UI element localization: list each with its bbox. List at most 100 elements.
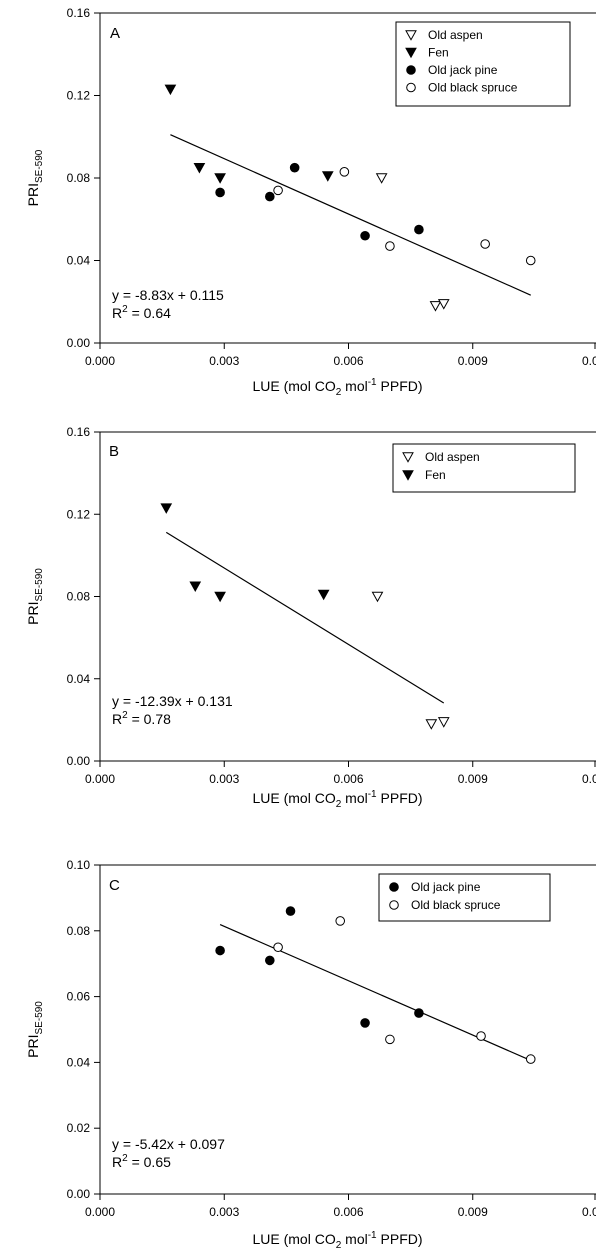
data-point <box>214 591 226 603</box>
x-tick-label: 0.009 <box>458 1205 488 1219</box>
data-point <box>164 84 177 96</box>
y-tick-label: 0.08 <box>67 590 91 604</box>
x-tick-label: 0.006 <box>333 772 363 786</box>
x-tick-label: 0.009 <box>458 354 488 368</box>
data-point <box>414 224 424 235</box>
data-point <box>375 173 388 184</box>
x-tick-label: 0.006 <box>333 1205 363 1219</box>
series-fen <box>164 84 334 184</box>
legend-marker <box>402 452 414 463</box>
data-point <box>317 589 330 601</box>
regression-line <box>170 134 531 296</box>
y-tick-label: 0.16 <box>67 6 91 20</box>
x-tick-label: 0.000 <box>85 772 115 786</box>
data-point <box>215 945 225 956</box>
data-point <box>265 191 275 202</box>
regression-line <box>219 923 531 1061</box>
data-point <box>189 581 202 592</box>
legend-marker <box>402 470 414 481</box>
chart-panel-b: 0.00 0.04 0.08 0.12 0.16 0.000 0.003 0.006 0.009… <box>25 425 596 810</box>
r-squared: R2 = 0.64 <box>112 304 171 321</box>
panel-letter: B <box>109 443 119 460</box>
legend: Old aspen Fen <box>392 443 576 493</box>
data-point <box>335 916 346 926</box>
x-axis-title: LUE (mol CO2 mol-1 PPFD) <box>252 377 422 398</box>
legend-marker <box>389 900 399 910</box>
x-axis-title: LUE (mol CO2 mol-1 PPFD) <box>252 1230 422 1251</box>
y-tick-label: 0.08 <box>67 171 91 185</box>
data-point <box>214 173 226 184</box>
y-tick-label: 0.00 <box>67 1187 91 1201</box>
legend-label: Old jack pine <box>428 63 498 77</box>
legend-box <box>395 21 571 107</box>
y-tick-label: 0.04 <box>67 672 91 686</box>
y-axis-title: PRISE-590 <box>25 149 45 206</box>
legend-label: Fen <box>425 468 446 482</box>
y-tick-label: 0.00 <box>67 754 91 768</box>
data-point <box>371 591 384 603</box>
data-point <box>525 255 536 266</box>
x-tick-label: 0.003 <box>209 1205 239 1219</box>
x-tick-label: 0.009 <box>458 772 488 786</box>
data-point <box>193 162 206 174</box>
legend-label: Fen <box>428 46 449 60</box>
y-tick-label: 0.10 <box>67 858 91 872</box>
data-point <box>414 1008 424 1018</box>
series-old-aspen <box>371 591 450 730</box>
legend-label: Old black spruce <box>411 898 501 912</box>
x-tick-label: 0.003 <box>209 354 239 368</box>
data-point <box>273 185 283 196</box>
legend-marker <box>405 47 417 59</box>
legend-label: Old aspen <box>428 28 483 42</box>
x-tick-label: 0.012 <box>582 1205 596 1219</box>
regression-equation: y = -5.42x + 0.097 <box>112 1136 225 1152</box>
data-point <box>437 299 450 310</box>
data-point <box>425 719 438 730</box>
r-squared: R2 = 0.78 <box>112 710 171 727</box>
panel-letter: A <box>110 25 120 42</box>
data-point <box>285 906 296 916</box>
legend-label: Old black spruce <box>428 81 518 95</box>
y-axis-title: PRISE-590 <box>25 568 45 625</box>
data-point <box>321 171 334 182</box>
data-point <box>160 503 173 514</box>
data-point <box>289 162 300 173</box>
legend-marker <box>406 82 416 93</box>
x-tick-label: 0.000 <box>85 1205 115 1219</box>
data-point <box>273 942 283 953</box>
r-squared: R2 = 0.65 <box>112 1153 171 1170</box>
legend-marker <box>406 65 416 75</box>
chart-panel-a: 0.00 0.04 0.08 0.12 0.16 0.000 0.003 0.006 0.009… <box>25 6 596 398</box>
y-tick-label: 0.08 <box>67 924 91 938</box>
legend-marker <box>405 30 417 41</box>
legend-box <box>378 873 551 922</box>
legend-label: Old aspen <box>425 450 480 464</box>
data-point <box>525 1054 536 1064</box>
chart-panel-c: 0.00 0.02 0.04 0.06 0.08 0.10 0.000 0.003 0.006 0… <box>25 858 596 1251</box>
series-old-jack-pine <box>215 906 424 1028</box>
data-point <box>265 955 275 966</box>
series-old-black-spruce <box>273 167 536 266</box>
series-old-aspen <box>375 173 450 312</box>
data-point <box>385 1034 395 1045</box>
regression-equation: y = -12.39x + 0.131 <box>112 693 233 709</box>
series-old-jack-pine <box>215 162 424 241</box>
x-tick-label: 0.000 <box>85 354 115 368</box>
data-point <box>360 1018 370 1028</box>
x-tick-label: 0.012 <box>582 354 596 368</box>
regression-equation: y = -8.83x + 0.115 <box>112 287 224 303</box>
legend-marker <box>389 882 399 892</box>
y-axis-title: PRISE-590 <box>25 1001 45 1058</box>
y-tick-label: 0.12 <box>67 507 91 521</box>
legend-label: Old jack pine <box>411 880 481 894</box>
legend-box <box>392 443 576 493</box>
y-tick-label: 0.00 <box>67 336 91 350</box>
x-tick-label: 0.003 <box>209 772 239 786</box>
series-old-black-spruce <box>273 916 536 1064</box>
data-point <box>480 239 490 249</box>
panel-letter: C <box>109 877 120 894</box>
y-tick-label: 0.16 <box>67 425 91 439</box>
data-point <box>339 167 350 177</box>
legend: Old jack pine Old black spruce <box>378 873 551 922</box>
